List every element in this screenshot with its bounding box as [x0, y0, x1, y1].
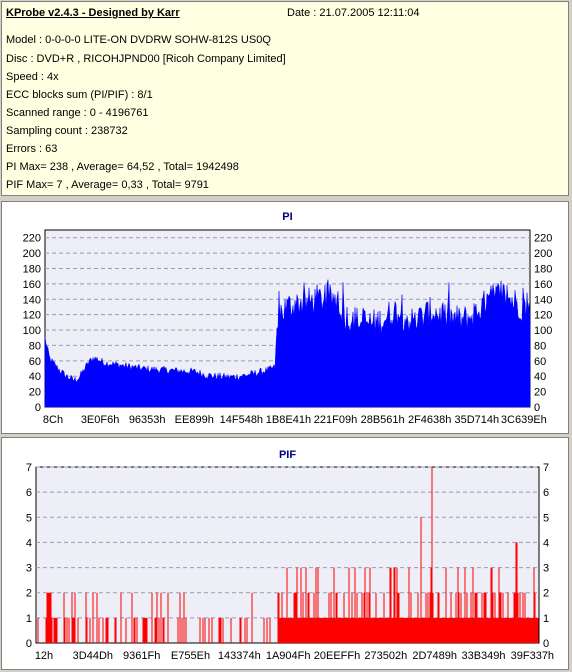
y-tick-right: 140: [534, 294, 552, 306]
chart-title: PI: [282, 211, 292, 223]
x-tick-label: 20EEFFh: [314, 650, 360, 662]
y-tick-right: 2: [543, 588, 549, 600]
pif-chart-panel: PIF 0 0 1 1 2 2 3 3 4 4 5 5 6 6 7 7 12h 3D44Dh 9361Fh E755Eh…: [1, 437, 569, 670]
x-tick-label: 12h: [35, 650, 53, 662]
x-tick-label: 28B561h: [361, 414, 405, 426]
y-tick-left: 0: [26, 638, 32, 650]
info-sampling-count: Sampling count : 238732: [6, 125, 128, 137]
x-tick-label: 3D44Dh: [73, 650, 113, 662]
pif-chart: PIF 0 0 1 1 2 2 3 3 4 4 5 5 6 6 7 7 12h 3D44Dh 9361Fh E755Eh…: [26, 449, 554, 662]
x-tick-label: 39F337h: [511, 650, 554, 662]
y-tick-right: 120: [534, 310, 552, 322]
y-tick-right: 40: [534, 371, 546, 383]
info-model: Model : 0-0-0-0 LITE-ON DVDRW SOHW-812S …: [6, 34, 271, 46]
x-tick-label: 33B349h: [461, 650, 505, 662]
chart-title: PIF: [279, 449, 296, 461]
info-panel: KProbe v2.4.3 - Designed by Karr Date : …: [1, 1, 569, 196]
y-tick-left: 3: [26, 563, 32, 575]
x-tick-label: 2F4638h: [408, 414, 451, 426]
x-tick-label: 2D7489h: [412, 650, 457, 662]
y-tick-left: 5: [26, 512, 32, 524]
y-tick-right: 60: [534, 356, 546, 368]
y-tick-left: 7: [26, 462, 32, 474]
info-pi-stats: PI Max= 238 , Average= 64,52 , Total= 19…: [6, 161, 239, 173]
y-tick-right: 220: [534, 233, 552, 245]
x-tick-label: 35D714h: [454, 414, 499, 426]
y-tick-right: 6: [543, 487, 549, 499]
x-tick-label: 9361Fh: [123, 650, 160, 662]
y-tick-right: 0: [543, 638, 549, 650]
y-tick-right: 7: [543, 462, 549, 474]
info-errors: Errors : 63: [6, 143, 58, 155]
y-tick-right: 4: [543, 537, 549, 549]
y-tick-left: 60: [29, 356, 41, 368]
info-disc: Disc : DVD+R , RICOHJPND00 [Ricoh Compan…: [6, 53, 286, 65]
pi-series-area: [44, 279, 531, 408]
y-tick-left: 20: [29, 387, 41, 399]
info-ecc-blocks: ECC blocks sum (PI/PIF) : 8/1: [6, 89, 153, 101]
x-tick-label: 3E0F6h: [81, 414, 120, 426]
x-tick-label: 3C639Eh: [501, 414, 547, 426]
scan-date: Date : 21.07.2005 12:11:04: [287, 7, 420, 19]
y-tick-right: 20: [534, 387, 546, 399]
y-tick-left: 200: [23, 248, 41, 260]
x-tick-label: 96353h: [129, 414, 166, 426]
y-tick-left: 1: [26, 613, 32, 625]
y-tick-left: 140: [23, 294, 41, 306]
y-tick-left: 120: [23, 310, 41, 322]
x-tick-label: 273502h: [364, 650, 407, 662]
y-tick-left: 0: [35, 402, 41, 414]
x-tick-label: 221F09h: [314, 414, 357, 426]
y-tick-right: 80: [534, 340, 546, 352]
y-tick-right: 160: [534, 279, 552, 291]
x-tick-label: 1A904Fh: [266, 650, 311, 662]
pi-chart: PI 0 0 20 20 40 40 60 60 80 80 100 100 120 120 140 140 16…: [23, 211, 553, 426]
y-tick-left: 4: [26, 537, 32, 549]
y-tick-right: 100: [534, 325, 552, 337]
y-tick-right: 200: [534, 248, 552, 260]
y-tick-left: 2: [26, 588, 32, 600]
y-tick-left: 220: [23, 233, 41, 245]
y-tick-right: 3: [543, 563, 549, 575]
y-tick-right: 5: [543, 512, 549, 524]
y-tick-right: 180: [534, 263, 552, 275]
y-tick-right: 0: [534, 402, 540, 414]
pi-chart-panel: PI 0 0 20 20 40 40 60 60 80 80 100 100 120 120 140 140 16…: [1, 201, 569, 434]
y-tick-right: 1: [543, 613, 549, 625]
info-pif-stats: PIF Max= 7 , Average= 0,33 , Total= 9791: [6, 179, 209, 191]
y-tick-left: 180: [23, 263, 41, 275]
y-tick-left: 160: [23, 279, 41, 291]
x-tick-label: E755Eh: [171, 650, 210, 662]
y-tick-left: 100: [23, 325, 41, 337]
info-speed: Speed : 4x: [6, 71, 59, 83]
y-tick-left: 6: [26, 487, 32, 499]
info-scanned-range: Scanned range : 0 - 4196761: [6, 107, 149, 119]
x-tick-label: 1B8E41h: [266, 414, 311, 426]
x-tick-label: 8Ch: [43, 414, 63, 426]
x-tick-label: 14F548h: [220, 414, 263, 426]
y-tick-left: 80: [29, 340, 41, 352]
app-title: KProbe v2.4.3 - Designed by Karr: [6, 7, 180, 19]
y-tick-left: 40: [29, 371, 41, 383]
x-tick-label: 143374h: [218, 650, 261, 662]
x-tick-label: EE899h: [175, 414, 214, 426]
